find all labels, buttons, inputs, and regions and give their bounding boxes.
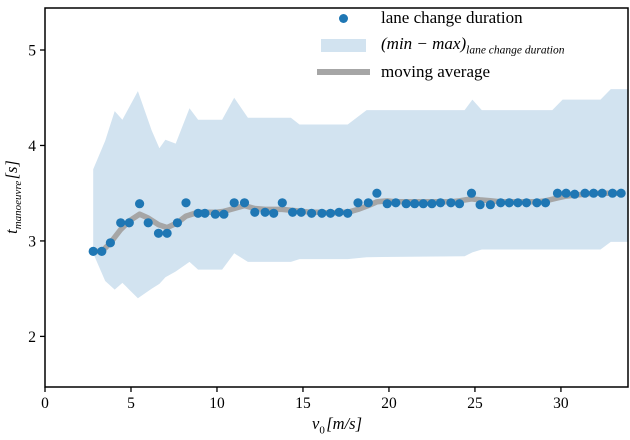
legend-label-moving-average: moving average bbox=[381, 62, 491, 81]
scatter-point bbox=[353, 198, 363, 208]
y-axis-label: tmanoeuvre [s] bbox=[1, 160, 25, 234]
y-tick-label: 5 bbox=[28, 43, 36, 60]
scatter-point bbox=[193, 208, 203, 218]
scatter-point bbox=[485, 200, 495, 210]
legend-marker-cell bbox=[314, 38, 372, 52]
scatter-point bbox=[210, 209, 220, 219]
scatter-point bbox=[307, 208, 317, 218]
scatter-point bbox=[496, 198, 506, 208]
scatter-point bbox=[561, 188, 571, 198]
scatter-point bbox=[580, 188, 590, 198]
legend-item-lane-change-duration: lane change duration bbox=[314, 6, 565, 30]
scatter-point bbox=[250, 207, 260, 217]
line-swatch-icon bbox=[316, 69, 370, 75]
scatter-point bbox=[229, 198, 239, 208]
scatter-point bbox=[97, 246, 107, 256]
scatter-point bbox=[135, 199, 145, 209]
y-tick-label: 3 bbox=[28, 233, 36, 250]
scatter-point bbox=[607, 188, 618, 198]
scatter-point bbox=[427, 199, 437, 209]
legend-label-scatter: lane change duration bbox=[381, 8, 523, 27]
legend-item-minmax-band: (min − max)lane change duration bbox=[314, 33, 565, 57]
scatter-point bbox=[219, 209, 229, 219]
legend-label-minmax: (min − max)lane change duration bbox=[381, 33, 565, 57]
scatter-point bbox=[269, 208, 279, 218]
scatter-point bbox=[552, 188, 563, 198]
scatter-point bbox=[363, 198, 373, 208]
scatter-point bbox=[325, 208, 336, 218]
x-tick-label: 0 bbox=[41, 395, 49, 412]
scatter-point bbox=[391, 198, 401, 208]
scatter-point bbox=[475, 200, 485, 210]
scatter-marker-icon bbox=[338, 13, 348, 23]
scatter-point bbox=[116, 218, 126, 228]
scatter-point bbox=[372, 188, 382, 198]
scatter-point bbox=[181, 198, 191, 208]
scatter-point bbox=[88, 246, 98, 256]
x-tick-label: 5 bbox=[127, 395, 135, 412]
scatter-point bbox=[521, 198, 532, 208]
y-tick-label: 4 bbox=[28, 138, 36, 155]
legend-item-moving-average: moving average bbox=[314, 60, 565, 84]
scatter-point bbox=[418, 199, 428, 209]
scatter-point bbox=[288, 207, 298, 217]
scatter-point bbox=[200, 208, 210, 218]
band-swatch-icon bbox=[320, 38, 366, 52]
scatter-point bbox=[317, 208, 327, 218]
scatter-point bbox=[172, 218, 182, 228]
scatter-point bbox=[597, 188, 607, 198]
scatter-point bbox=[124, 218, 134, 228]
scatter-point bbox=[589, 188, 599, 198]
plot-frame bbox=[44, 7, 629, 388]
scatter-point bbox=[162, 228, 172, 238]
scatter-point bbox=[334, 207, 344, 217]
minmax-band-area bbox=[93, 89, 628, 299]
x-tick-label: 15 bbox=[295, 395, 311, 412]
x-tick-label: 25 bbox=[467, 395, 483, 412]
scatter-point bbox=[446, 198, 456, 208]
scatter-point bbox=[454, 199, 465, 209]
legend-marker-cell bbox=[314, 13, 372, 23]
legend: lane change duration (min − max)lane cha… bbox=[314, 6, 565, 84]
scatter-point bbox=[435, 198, 446, 208]
scatter-point bbox=[277, 198, 287, 208]
scatter-point bbox=[239, 198, 250, 208]
scatter-point bbox=[616, 188, 626, 198]
scatter-point bbox=[105, 238, 115, 248]
legend-marker-cell bbox=[314, 69, 372, 75]
scatter-point bbox=[153, 228, 164, 238]
scatter-point bbox=[260, 207, 270, 217]
scatter-point bbox=[410, 199, 420, 209]
scatter-point bbox=[570, 189, 580, 199]
scatter-point bbox=[401, 199, 411, 209]
scatter-point bbox=[504, 198, 514, 208]
x-tick-label: 30 bbox=[553, 395, 569, 412]
scatter-point bbox=[143, 218, 153, 228]
x-tick-label: 20 bbox=[381, 395, 397, 412]
scatter-point bbox=[466, 188, 477, 198]
scatter-point bbox=[382, 199, 392, 209]
scatter-point bbox=[532, 198, 542, 208]
scatter-point bbox=[343, 208, 353, 218]
scatter-point bbox=[513, 198, 523, 208]
scatter-point bbox=[540, 198, 551, 208]
x-axis-label: v0 [m/s] bbox=[312, 414, 362, 437]
y-tick-label: 2 bbox=[28, 329, 36, 346]
scatter-point bbox=[296, 207, 306, 217]
x-tick-label: 10 bbox=[209, 395, 225, 412]
